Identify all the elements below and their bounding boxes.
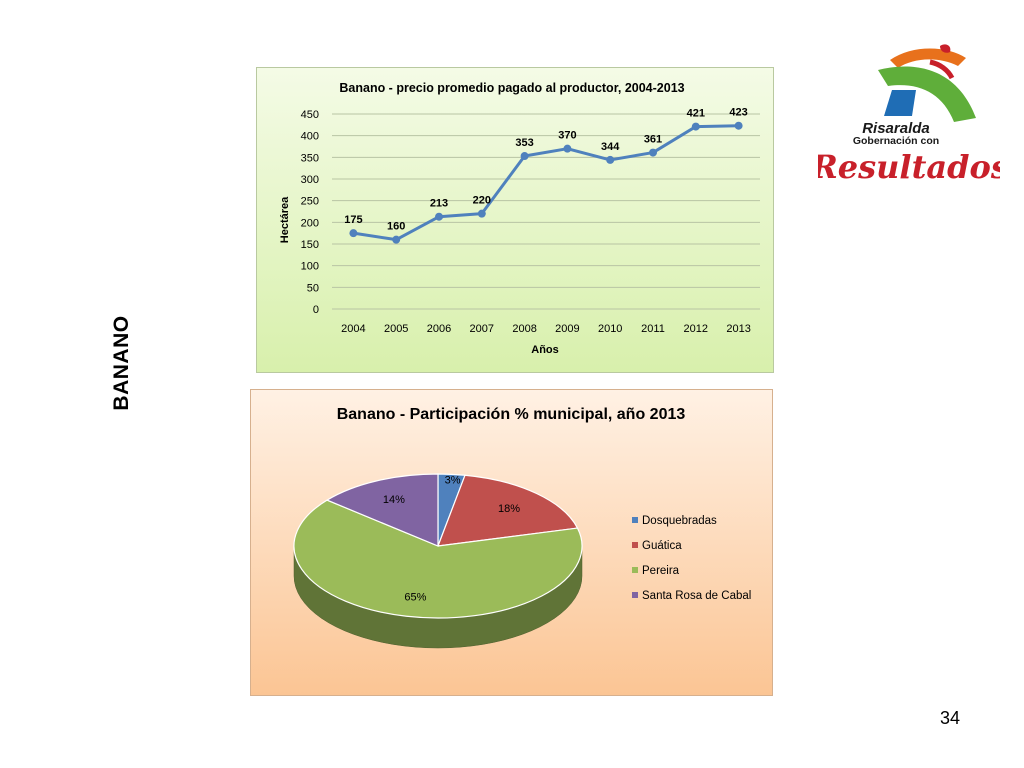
y-tick-label: 200 xyxy=(301,217,319,229)
y-tick-label: 300 xyxy=(301,174,319,186)
logo-red-stroke xyxy=(929,59,955,80)
data-label: 160 xyxy=(387,221,405,233)
line-chart: Banano - precio promedio pagado al produ… xyxy=(279,81,760,356)
series-line xyxy=(353,124,739,242)
pie-slice-label: 14% xyxy=(383,494,405,506)
y-tick-label: 0 xyxy=(313,304,319,316)
pie-chart-title: Banano - Participación % municipal, año … xyxy=(337,406,686,423)
x-tick-label: 2004 xyxy=(341,323,365,335)
pie-slice xyxy=(437,474,579,547)
data-label: 213 xyxy=(430,198,448,210)
page-number: 34 xyxy=(940,708,961,728)
y-tick-label: 250 xyxy=(301,196,319,208)
data-label: 361 xyxy=(644,134,662,146)
logo-line2: Gobernación con xyxy=(853,135,939,147)
data-label: 421 xyxy=(687,108,705,120)
y-tick-label: 350 xyxy=(301,152,319,164)
logo-line3: Resultados xyxy=(818,148,1000,186)
pie-slice-label: 65% xyxy=(404,592,426,604)
data-point xyxy=(520,152,529,161)
legend-swatch xyxy=(632,542,638,548)
logo-line1: Risaralda xyxy=(862,120,930,137)
x-tick-label: 2010 xyxy=(598,323,622,335)
data-point xyxy=(435,212,443,221)
data-label: 175 xyxy=(344,214,362,226)
x-tick-label: 2011 xyxy=(641,323,665,335)
data-point xyxy=(606,155,615,164)
data-point xyxy=(563,144,572,153)
legend-swatch xyxy=(632,567,638,573)
data-point xyxy=(349,229,358,238)
data-label: 344 xyxy=(601,141,620,153)
y-tick-label: 50 xyxy=(307,282,319,294)
pie-slice xyxy=(293,499,583,619)
data-label: 423 xyxy=(729,107,747,119)
data-label: 220 xyxy=(473,195,491,207)
x-tick-label: 2007 xyxy=(470,323,494,335)
x-tick-label: 2009 xyxy=(555,323,579,335)
pie-chart: Banano - Participación % municipal, año … xyxy=(293,406,751,649)
x-tick-label: 2005 xyxy=(384,323,408,335)
data-point xyxy=(477,209,486,218)
legend-label: Santa Rosa de Cabal xyxy=(642,590,751,602)
pie-slice-label: 3% xyxy=(445,474,461,486)
logo-red-shape xyxy=(940,44,951,53)
line-chart-xlabel: Años xyxy=(531,344,559,356)
data-point xyxy=(392,235,401,244)
x-tick-label: 2008 xyxy=(512,323,536,335)
x-tick-label: 2012 xyxy=(684,323,708,335)
x-tick-label: 2006 xyxy=(427,323,451,335)
data-label: 353 xyxy=(515,137,533,149)
x-tick-label: 2013 xyxy=(726,323,750,335)
y-tick-label: 400 xyxy=(301,131,319,143)
line-chart-ylabel: Hectárea xyxy=(279,196,291,243)
pie-slice xyxy=(325,473,439,547)
legend-swatch xyxy=(632,592,638,598)
logo-orange-shape xyxy=(890,48,966,68)
logo: Risaralda Gobernación con Resultados xyxy=(818,44,1000,186)
line-chart-panel: Banano - precio promedio pagado al produ… xyxy=(256,67,774,373)
legend-label: Guática xyxy=(642,540,682,552)
data-point xyxy=(734,121,743,130)
pie-chart-panel: Banano - Participación % municipal, año … xyxy=(250,389,773,696)
y-tick-label: 100 xyxy=(301,261,319,273)
logo-blue-shape xyxy=(884,90,916,116)
data-point xyxy=(649,148,657,157)
pie-slice-label: 18% xyxy=(498,503,520,515)
logo-green-shape xyxy=(878,66,976,122)
legend-label: Dosquebradas xyxy=(642,515,717,527)
y-tick-label: 150 xyxy=(301,239,319,251)
line-chart-title: Banano - precio promedio pagado al produ… xyxy=(339,81,684,95)
side-label: BANANO xyxy=(110,315,133,411)
data-label: 370 xyxy=(558,130,576,142)
data-point xyxy=(691,122,700,131)
legend-label: Pereira xyxy=(642,565,680,577)
y-tick-label: 450 xyxy=(301,109,319,121)
legend-swatch xyxy=(632,517,638,523)
